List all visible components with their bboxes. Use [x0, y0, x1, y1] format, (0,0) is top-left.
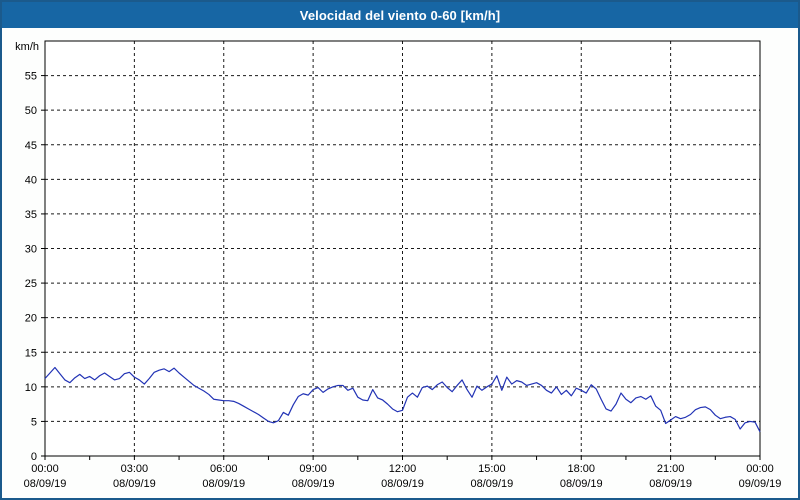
y-tick-label: 10	[25, 382, 37, 394]
x-tick-date-label: 08/09/19	[649, 478, 692, 490]
x-tick-date-label: 09/09/19	[739, 478, 782, 490]
x-tick-time-label: 09:00	[299, 463, 327, 475]
x-tick-date-label: 08/09/19	[292, 478, 335, 490]
gridlines	[45, 41, 760, 456]
y-tick-label: 5	[31, 416, 37, 428]
x-tick-date-label: 08/09/19	[202, 478, 245, 490]
x-tick-time-label: 00:00	[746, 463, 774, 475]
y-tick-label: 35	[25, 209, 37, 221]
x-tick-date-label: 08/09/19	[560, 478, 603, 490]
y-tick-label: 20	[25, 313, 37, 325]
x-tick-date-label: 08/09/19	[381, 478, 424, 490]
x-tick-time-label: 18:00	[567, 463, 595, 475]
y-tick-label: 55	[25, 71, 37, 83]
y-tick-label: 50	[25, 105, 37, 117]
y-tick-label: 30	[25, 244, 37, 256]
y-tick-label: 0	[31, 451, 37, 463]
x-tick-time-label: 21:00	[657, 463, 685, 475]
y-tick-label: 45	[25, 140, 37, 152]
chart-area: 0 5 10 15 20 25 30 35 40 45 50 55 km/h 00:00 08/09/19 0…	[2, 28, 798, 498]
wind-speed-chart: 0510152025303540455055km/h00:0008/09/190…	[15, 40, 782, 490]
wind-speed-line	[44, 366, 761, 433]
y-tick-label: 40	[25, 174, 37, 186]
x-tick-time-label: 15:00	[478, 463, 506, 475]
x-tick-date-label: 08/09/19	[113, 478, 156, 490]
x-tick-date-label: 08/09/19	[470, 478, 513, 490]
x-tick-date-label: 08/09/19	[24, 478, 67, 490]
axes	[41, 40, 761, 460]
y-tick-label: 15	[25, 347, 37, 359]
x-tick-time-label: 12:00	[389, 463, 417, 475]
x-tick-time-label: 06:00	[210, 463, 238, 475]
y-axis-unit-label: km/h	[15, 41, 39, 53]
y-axis-labels: 0 5 10 15 20 25 30 35 40 45 50 55 km/h	[15, 41, 39, 463]
chart-title: Velocidad del viento 0-60 [km/h]	[299, 7, 501, 23]
x-tick-time-label: 03:00	[121, 463, 149, 475]
x-tick-time-label: 00:00	[31, 463, 59, 475]
chart-title-bar: Velocidad del viento 0-60 [km/h]	[2, 2, 798, 28]
y-tick-label: 25	[25, 278, 37, 290]
x-axis-labels: 00:00 08/09/19 03:00 08/09/19 06:00 08/09/19 0…	[24, 463, 782, 490]
